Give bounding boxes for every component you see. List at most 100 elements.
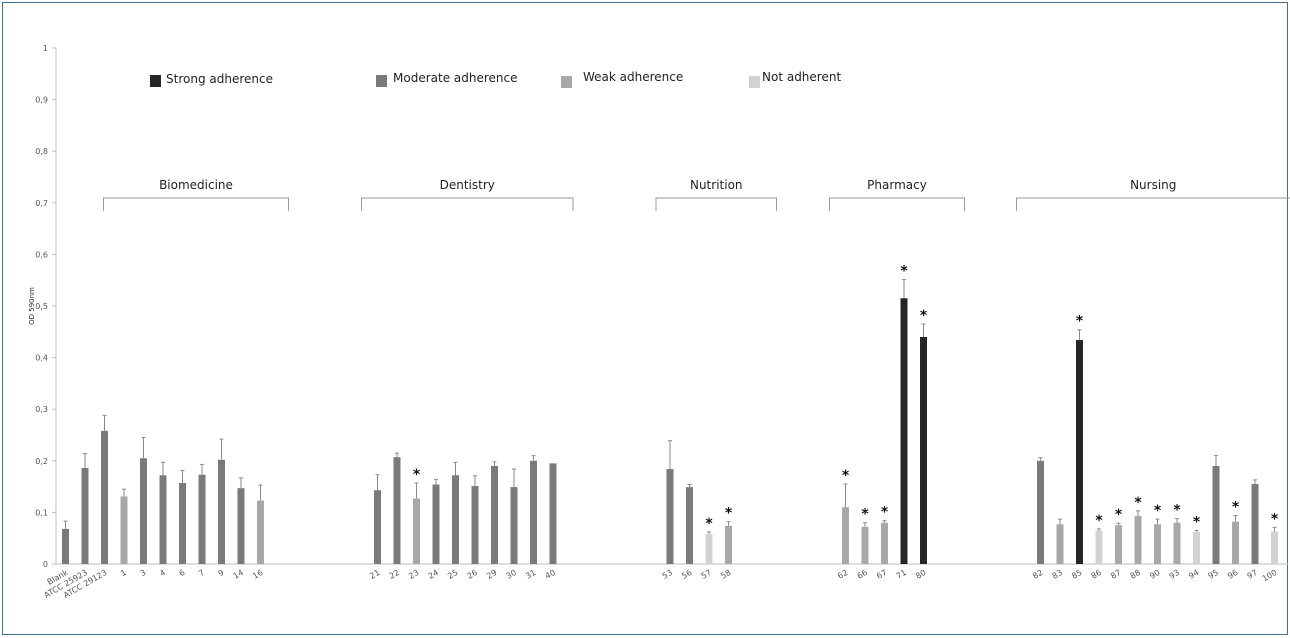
x-tick-label: 96	[1226, 568, 1239, 581]
x-tick-label: 90	[1148, 568, 1161, 581]
bracket-pharmacy	[829, 197, 965, 211]
y-tick-label: 0,8	[35, 147, 48, 156]
bar-23	[413, 498, 420, 564]
significance-star: *	[920, 308, 928, 324]
bar-21	[374, 490, 381, 564]
significance-star: *	[1173, 503, 1181, 519]
legend-swatch-strong-adherence	[150, 75, 161, 87]
significance-star: *	[413, 467, 421, 483]
legend-swatch-moderate-adherence	[376, 75, 387, 87]
significance-star: *	[861, 507, 869, 523]
x-tick-label: 29	[485, 568, 498, 581]
y-tick-label: 0,5	[35, 302, 48, 311]
x-tick-label: 25	[446, 568, 459, 581]
bracket-biomedicine	[103, 197, 289, 211]
x-tick-label: 56	[680, 568, 693, 581]
significance-star: *	[1193, 514, 1201, 530]
x-tick-label: 94	[1187, 568, 1200, 581]
bar-25	[452, 475, 459, 564]
significance-star: *	[1115, 507, 1123, 523]
x-tick-label: 88	[1129, 568, 1142, 581]
x-tick-label: 53	[661, 568, 674, 581]
x-tick-label: 31	[524, 568, 537, 581]
bar-4	[159, 475, 167, 564]
x-tick-label: 26	[466, 568, 479, 581]
bar-90	[1154, 524, 1161, 564]
legend-label-not-adherent: Not adherent	[762, 70, 841, 84]
significance-star: *	[842, 468, 850, 484]
bar-87	[1115, 525, 1122, 564]
group-brackets: Biomedicine Dentistry Nutrition Pharmacy Nur…	[103, 178, 1290, 211]
y-tick-label: 0,6	[35, 250, 48, 259]
bar-82	[1037, 460, 1044, 564]
legend-swatch-not-adherent	[749, 76, 760, 88]
x-tick-label: 97	[1246, 568, 1259, 581]
x-tick-label: 4	[158, 568, 167, 578]
y-axis-label: OD 590nm	[28, 287, 36, 325]
significance-star: *	[1232, 499, 1240, 515]
significance-star: *	[1134, 495, 1142, 511]
x-tick-label: 100	[1261, 568, 1279, 583]
x-tick-label: 24	[427, 568, 440, 581]
x-tick-label: 67	[875, 568, 888, 581]
bar-atcc-25923	[81, 468, 89, 564]
x-tick-label: 23	[407, 568, 420, 581]
x-tick-label: 87	[1109, 568, 1122, 581]
x-tick-label: 80	[914, 568, 927, 581]
bar-53	[666, 469, 674, 564]
bracket-dentistry	[361, 197, 574, 211]
bar-29	[491, 465, 498, 564]
legend-label-strong-adherence: Strong adherence	[166, 72, 273, 86]
x-tick-label: 83	[1051, 568, 1064, 581]
y-tick-label: 0,7	[35, 199, 48, 208]
x-tick-label: 62	[836, 568, 849, 581]
y-tick-label: 0	[43, 560, 48, 569]
legend: Strong adherence Moderate adherence Weak a…	[150, 70, 841, 88]
legend-swatch-weak-adherence	[561, 76, 572, 88]
x-tick-label: 57	[700, 568, 713, 581]
bar-16	[257, 500, 264, 564]
x-tick-label: 85	[1070, 568, 1083, 581]
x-tick-label: 86	[1090, 568, 1103, 581]
x-tick-label: 40	[544, 568, 557, 581]
significance-star: *	[1154, 503, 1162, 519]
x-tick-label: 66	[856, 568, 869, 581]
bar-80	[920, 336, 927, 564]
x-tick-label: 3	[139, 568, 148, 578]
bar-95	[1212, 465, 1220, 564]
group-label-pharmacy: Pharmacy	[867, 178, 927, 192]
x-tick-label: 95	[1207, 568, 1220, 581]
bar-100	[1271, 531, 1278, 564]
bar-94	[1193, 532, 1200, 564]
bar-66	[861, 526, 869, 564]
x-tick-label: 82	[1031, 568, 1044, 581]
bracket-nutrition	[655, 197, 777, 211]
bar-24	[432, 484, 440, 564]
bar-71	[900, 298, 908, 564]
x-tick-label: 9	[217, 568, 226, 578]
bar-56	[686, 487, 693, 564]
bar-58	[725, 525, 732, 564]
bar-31	[530, 460, 537, 564]
legend-label-weak-adherence: Weak adherence	[583, 70, 683, 84]
bar-83	[1056, 524, 1064, 564]
x-tick-label: 21	[368, 568, 381, 581]
bar-96	[1232, 521, 1239, 564]
y-tick-label: 0,9	[35, 96, 48, 105]
bar-atcc-29123	[101, 430, 108, 564]
group-label-nursing: Nursing	[1130, 178, 1176, 192]
bar-62	[842, 507, 849, 564]
bar-14	[237, 488, 245, 564]
x-tick-label: 93	[1168, 568, 1181, 581]
significance-star: *	[1095, 513, 1103, 529]
bar-6	[179, 482, 186, 564]
y-tick-label: 0,1	[35, 508, 48, 517]
bar-40	[549, 463, 557, 564]
bar-67	[881, 522, 888, 564]
bar-7	[198, 474, 206, 564]
y-tick-label: 0,2	[35, 457, 48, 466]
significance-star: *	[1271, 511, 1279, 527]
y-tick-label: 1	[43, 44, 48, 53]
